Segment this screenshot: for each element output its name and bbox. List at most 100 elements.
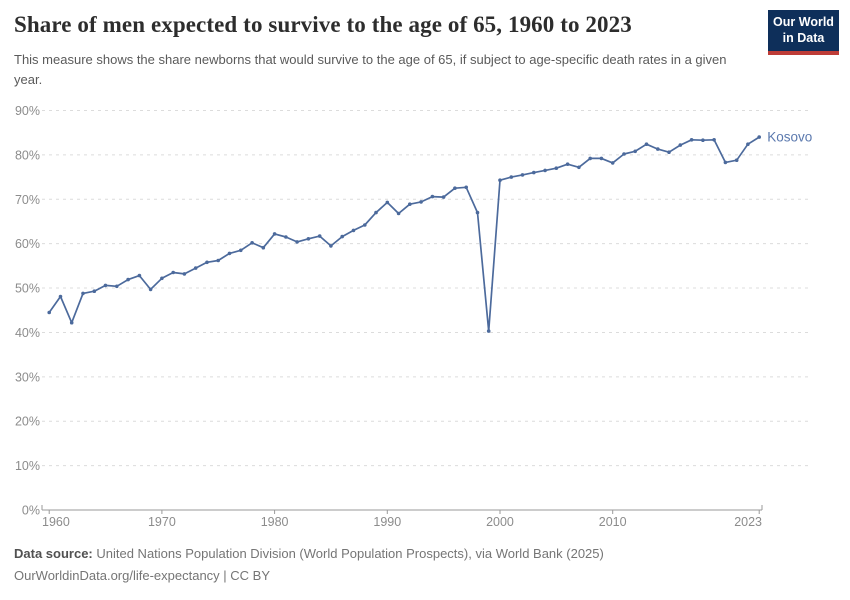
data-point	[374, 210, 378, 215]
data-point	[160, 276, 164, 281]
y-axis-label: 40%	[15, 326, 40, 340]
data-point	[340, 234, 345, 239]
chart-svg: 0% 10% 20% 30% 40% 50% 60% 70% 80% 90% 1960 1970 198…	[15, 104, 812, 529]
owid-logo-line1: Our World	[773, 15, 834, 29]
data-point	[250, 241, 254, 245]
x-axis-label: 1970	[148, 515, 176, 529]
data-point	[92, 289, 97, 293]
data-point	[610, 161, 615, 165]
data-point	[599, 156, 604, 161]
data-point	[588, 156, 592, 161]
y-axis-label: 90%	[15, 104, 40, 118]
data-point	[205, 260, 209, 265]
data-point	[712, 138, 716, 142]
data-point	[486, 329, 491, 333]
data-point	[81, 291, 85, 296]
chart-footer: Data source: United Nations Population D…	[14, 543, 604, 587]
x-axis-label: 1960	[42, 515, 70, 529]
x-axis-label: 2023	[734, 515, 762, 529]
data-point	[723, 160, 728, 165]
data-point	[408, 202, 412, 206]
data-point	[284, 235, 288, 239]
data-source-text: United Nations Population Division (Worl…	[92, 546, 604, 561]
y-axis-label: 60%	[15, 237, 40, 251]
data-point	[193, 266, 198, 270]
data-point	[317, 234, 322, 238]
data-point	[329, 244, 333, 248]
data-point	[272, 232, 277, 236]
data-point	[577, 165, 581, 170]
x-axis-label: 1980	[261, 515, 289, 529]
data-point	[216, 258, 220, 263]
y-axis-label: 20%	[15, 415, 40, 429]
data-point	[644, 142, 649, 146]
kosovo-line	[48, 136, 761, 332]
data-point	[148, 287, 153, 292]
x-axis-label: 2010	[599, 515, 627, 529]
y-axis-label: 0%	[22, 504, 40, 518]
data-point	[667, 150, 671, 154]
data-point	[182, 272, 187, 276]
data-point	[137, 273, 142, 278]
data-point	[734, 158, 739, 162]
page-title: Share of men expected to survive to the …	[14, 12, 632, 37]
data-point	[656, 147, 660, 151]
data-point	[115, 284, 119, 289]
data-point	[385, 200, 390, 205]
y-axis-label: 10%	[15, 459, 40, 473]
footer-link[interactable]: OurWorldinData.org/life-expectancy	[14, 568, 220, 584]
data-point	[509, 175, 514, 179]
data-point	[441, 195, 446, 199]
data-point	[746, 142, 750, 146]
data-point	[475, 210, 480, 215]
data-point	[171, 270, 175, 275]
data-point	[565, 162, 570, 166]
data-point	[532, 170, 536, 175]
owid-logo-red-bar	[768, 51, 839, 55]
data-point	[239, 248, 243, 253]
data-point	[126, 277, 130, 282]
license-text: | CC BY	[219, 568, 271, 584]
y-axis-label: 50%	[15, 282, 40, 296]
data-point	[261, 245, 266, 250]
chart-subtitle: This measure shows the share newborns th…	[14, 52, 727, 87]
data-point	[69, 320, 74, 325]
x-axis-label: 2000	[486, 515, 514, 529]
data-point	[396, 211, 401, 216]
data-source-label: Data source:	[14, 546, 93, 561]
line-chart: 0% 10% 20% 30% 40% 50% 60% 70% 80% 90% 1960 1970 198…	[0, 95, 850, 555]
data-point	[757, 135, 761, 139]
entity-label[interactable]: Kosovo	[767, 130, 812, 145]
data-point	[306, 237, 311, 241]
data-point	[520, 173, 525, 177]
data-point	[351, 228, 356, 233]
data-point	[622, 152, 626, 156]
data-point	[430, 194, 435, 199]
data-point	[295, 240, 299, 244]
owid-logo: Our World in Data	[768, 10, 839, 55]
data-point	[453, 186, 457, 190]
y-axis-label: 30%	[15, 370, 40, 384]
data-point	[103, 283, 108, 288]
data-point	[47, 310, 51, 315]
data-point	[689, 138, 694, 142]
data-point	[419, 200, 423, 204]
data-point	[227, 251, 232, 256]
y-axis-label: 80%	[15, 148, 40, 162]
data-point	[554, 166, 559, 170]
y-axis-label: 70%	[15, 193, 40, 207]
owid-logo-line2: in Data	[782, 31, 825, 45]
owid-logo-text: Our World in Data	[768, 10, 839, 51]
data-point	[701, 138, 705, 142]
data-point	[363, 223, 367, 227]
data-source-line: Data source: United Nations Population D…	[14, 543, 604, 565]
x-axis-label: 1990	[373, 515, 401, 529]
data-point	[678, 143, 683, 147]
data-point	[498, 178, 502, 182]
data-point	[543, 168, 547, 173]
data-point	[633, 149, 637, 154]
license-line: OurWorldinData.org/life-expectancy | CC …	[14, 565, 604, 587]
data-point	[58, 294, 63, 299]
data-point	[464, 185, 469, 190]
